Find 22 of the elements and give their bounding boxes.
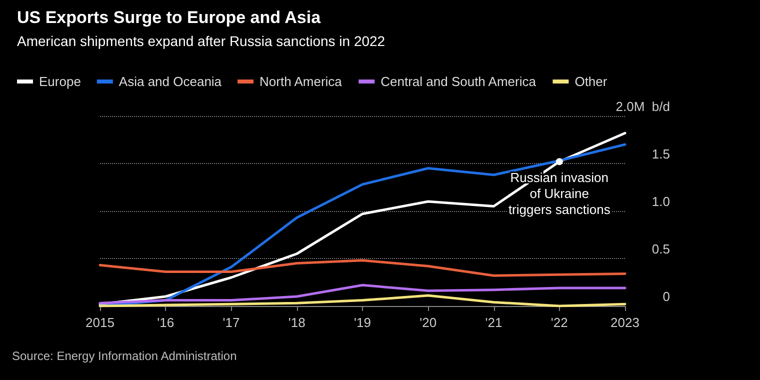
x-tick-label: '21 xyxy=(485,315,502,330)
x-tick-label: '20 xyxy=(420,315,437,330)
y-tick-label: 1.5 xyxy=(652,146,670,162)
legend-label: Europe xyxy=(39,74,81,89)
source-note: Source: Energy Information Administration xyxy=(12,349,237,363)
chart-title: US Exports Surge to Europe and Asia xyxy=(17,8,322,27)
y-tick-label: 0 xyxy=(662,289,670,304)
legend-label: Central and South America xyxy=(380,74,537,89)
x-tick-label: '18 xyxy=(288,315,306,330)
chart-subtitle: American shipments expand after Russia sanctions in 2022 xyxy=(17,33,386,49)
legend-label: Asia and Oceania xyxy=(118,74,222,89)
x-tick-label: 2023 xyxy=(610,315,640,330)
x-tick-label: '22 xyxy=(550,315,568,330)
x-tick-label: '17 xyxy=(222,315,240,330)
x-tick-label: '19 xyxy=(354,315,371,330)
legend-label: Other xyxy=(574,74,608,89)
x-tick-label: 2015 xyxy=(86,315,114,330)
y-tick-label: 2.0M b/d xyxy=(616,99,670,114)
legend-label: North America xyxy=(260,74,343,89)
x-tick-label: '16 xyxy=(157,315,174,330)
y-tick-label: 0.5 xyxy=(652,242,670,256)
y-tick-label: 1.0 xyxy=(652,194,670,209)
